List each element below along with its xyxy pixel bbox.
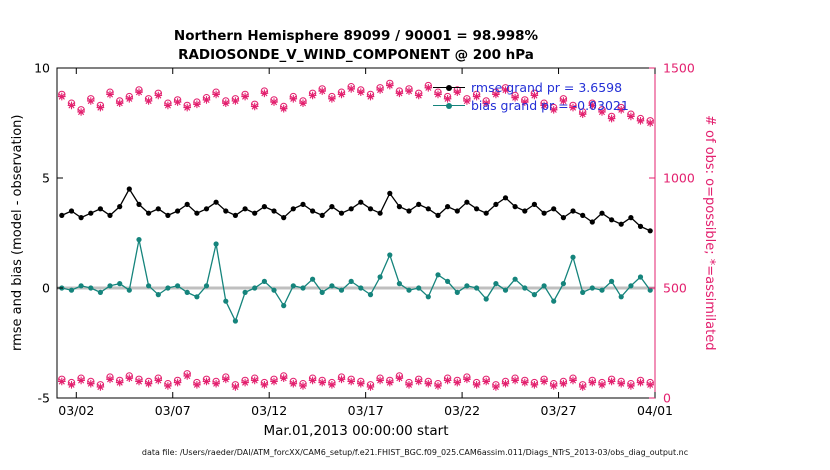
legend-sample-bias-icon bbox=[433, 101, 465, 111]
svg-text:0: 0 bbox=[663, 391, 671, 406]
svg-text:500: 500 bbox=[663, 281, 687, 296]
chart-title-line2: RADIOSONDE_V_WIND_COMPONENT @ 200 hPa bbox=[178, 47, 534, 63]
svg-text:-5: -5 bbox=[38, 391, 50, 406]
svg-text:1000: 1000 bbox=[663, 171, 695, 186]
obs-assimilated-markers bbox=[58, 81, 654, 391]
svg-text:1500: 1500 bbox=[663, 61, 695, 76]
legend-sample-rmse-icon bbox=[433, 83, 465, 93]
right-axis-label: # of obs: o=possible; *=assimilated bbox=[702, 115, 717, 351]
chart-title-line1: Northern Hemisphere 89099 / 90001 = 98.9… bbox=[173, 28, 539, 44]
svg-text:5: 5 bbox=[42, 171, 50, 186]
x-axis-label: Mar.01,2013 00:00:00 start bbox=[263, 423, 449, 439]
svg-text:03/17: 03/17 bbox=[348, 403, 384, 418]
svg-text:03/22: 03/22 bbox=[444, 403, 480, 418]
svg-text:03/02: 03/02 bbox=[58, 403, 94, 418]
legend-label-bias: bias grand pr = -0.03021 bbox=[471, 98, 629, 113]
legend-dot-swatch bbox=[446, 102, 452, 109]
bias-series bbox=[59, 237, 653, 324]
left-axis-label: rmse and bias (model - observation) bbox=[10, 114, 25, 352]
data-file-caption: data file: /Users/raeder/DAI/ATM_forcXX/… bbox=[141, 448, 689, 457]
legend-label-rmse: rmse grand pr = 3.6598 bbox=[471, 80, 623, 95]
tick-marks bbox=[57, 67, 656, 399]
svg-text:03/07: 03/07 bbox=[155, 403, 191, 418]
svg-text:03/12: 03/12 bbox=[251, 403, 287, 418]
legend-dot-swatch bbox=[446, 84, 452, 91]
svg-text:0: 0 bbox=[42, 281, 50, 296]
svg-text:03/27: 03/27 bbox=[541, 403, 577, 418]
svg-text:04/01: 04/01 bbox=[637, 403, 673, 418]
obs-possible-markers bbox=[58, 79, 654, 389]
axis-box bbox=[56, 67, 656, 399]
svg-text:10: 10 bbox=[34, 61, 50, 76]
legend-row-rmse: rmse grand pr = 3.6598 bbox=[433, 80, 629, 95]
legend-row-bias: bias grand pr = -0.03021 bbox=[433, 98, 629, 113]
tick-labels: 03/02 03/07 03/12 03/17 03/22 03/27 04/01 -5 0 5 1… bbox=[34, 61, 695, 419]
legend: rmse grand pr = 3.6598 bias grand pr = -… bbox=[433, 80, 629, 113]
rmse-series bbox=[59, 186, 653, 234]
